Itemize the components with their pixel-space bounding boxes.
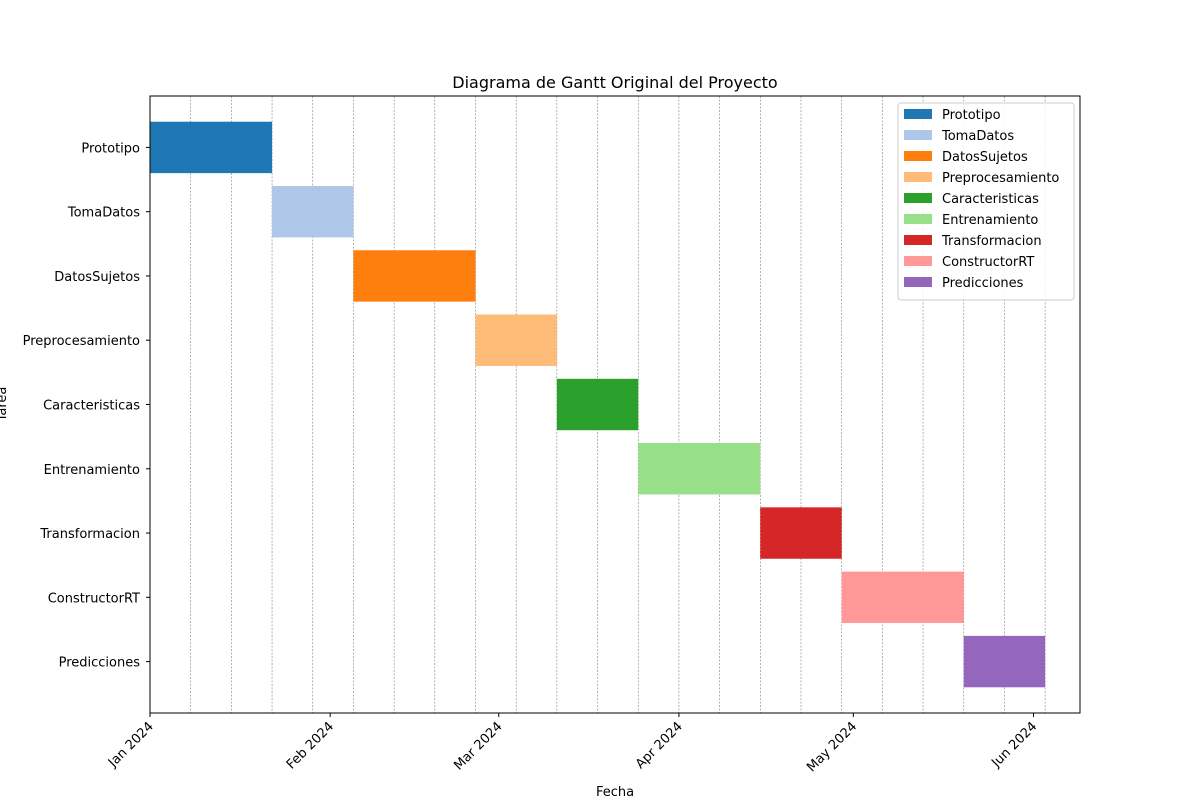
legend-label: Entrenamiento [942, 213, 1038, 228]
x-tick-label: Jun 2024 [988, 719, 1040, 771]
legend-label: Preprocesamiento [942, 171, 1059, 186]
legend-label: DatosSujetos [942, 150, 1028, 165]
gantt-bar [475, 314, 557, 366]
gantt-bar [841, 571, 964, 624]
x-tick-label: Jan 2024 [105, 719, 157, 771]
gantt-bar [963, 635, 1046, 688]
gantt-bar [272, 185, 354, 238]
y-tick-label: Entrenamiento [44, 463, 140, 478]
chart-title: Diagrama de Gantt Original del Proyecto [452, 73, 777, 92]
x-tick-label: Apr 2024 [633, 719, 686, 772]
legend-swatch [904, 256, 932, 266]
gantt-bar [760, 507, 842, 559]
legend-label: Transformacion [941, 234, 1042, 249]
legend-label: Predicciones [942, 276, 1024, 291]
legend-swatch [904, 109, 932, 119]
legend-label: Caracteristicas [942, 192, 1039, 207]
legend-swatch [904, 277, 932, 287]
y-tick-label: Prototipo [81, 141, 140, 156]
legend-swatch [904, 172, 932, 182]
y-tick-label: Predicciones [59, 656, 141, 671]
gantt-bar [150, 121, 273, 174]
x-tick-label: Mar 2024 [451, 719, 505, 773]
legend-label: Prototipo [942, 108, 1001, 123]
y-tick-label: Preprocesamiento [23, 334, 140, 349]
legend-swatch [904, 214, 932, 224]
legend-swatch [904, 193, 932, 203]
y-axis-label: Tarea [0, 387, 10, 423]
y-tick-label: DatosSujetos [54, 270, 140, 285]
gantt-bar [353, 250, 476, 302]
gantt-bar [556, 378, 639, 431]
y-tick-label: TomaDatos [67, 206, 140, 221]
y-axis: Prototipo TomaDatos DatosSujetos Preprocesa… [23, 141, 150, 671]
x-axis-label: Fecha [596, 785, 634, 800]
y-tick-label: Caracteristicas [43, 399, 140, 414]
legend-swatch [904, 151, 932, 161]
gantt-bar [638, 443, 761, 495]
y-tick-label: ConstructorRT [48, 591, 140, 606]
bars-layer [150, 121, 1046, 688]
legend-label: TomaDatos [941, 129, 1014, 144]
legend-label: ConstructorRT [942, 255, 1034, 270]
legend-swatch [904, 130, 932, 140]
x-tick-label: May 2024 [804, 719, 860, 775]
legend-box [897, 102, 1075, 301]
y-tick-label: Transformacion [39, 527, 140, 542]
x-axis: Jan 2024 Feb 2024 Mar 2024 Apr 2024 May 2024… [105, 713, 1040, 775]
legend: Prototipo TomaDatos DatosSujetos Preprocesa… [897, 102, 1075, 301]
x-tick-label: Feb 2024 [284, 719, 337, 772]
legend-swatch [904, 235, 932, 245]
